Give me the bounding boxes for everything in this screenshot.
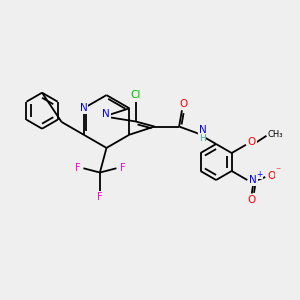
Text: F: F (120, 163, 125, 173)
Text: O: O (179, 99, 188, 109)
Text: ⁻: ⁻ (275, 167, 281, 177)
Text: F: F (75, 163, 80, 173)
Text: N: N (103, 110, 110, 119)
Text: O: O (267, 170, 275, 181)
Text: N: N (249, 175, 257, 185)
Text: Cl: Cl (130, 90, 141, 100)
Text: +: + (256, 169, 262, 178)
Text: H: H (199, 134, 206, 143)
Text: N: N (80, 103, 88, 113)
Text: O: O (248, 137, 256, 147)
Text: CH₃: CH₃ (268, 130, 283, 139)
Text: O: O (248, 195, 256, 205)
Text: F: F (97, 192, 103, 202)
Text: N: N (199, 125, 206, 135)
